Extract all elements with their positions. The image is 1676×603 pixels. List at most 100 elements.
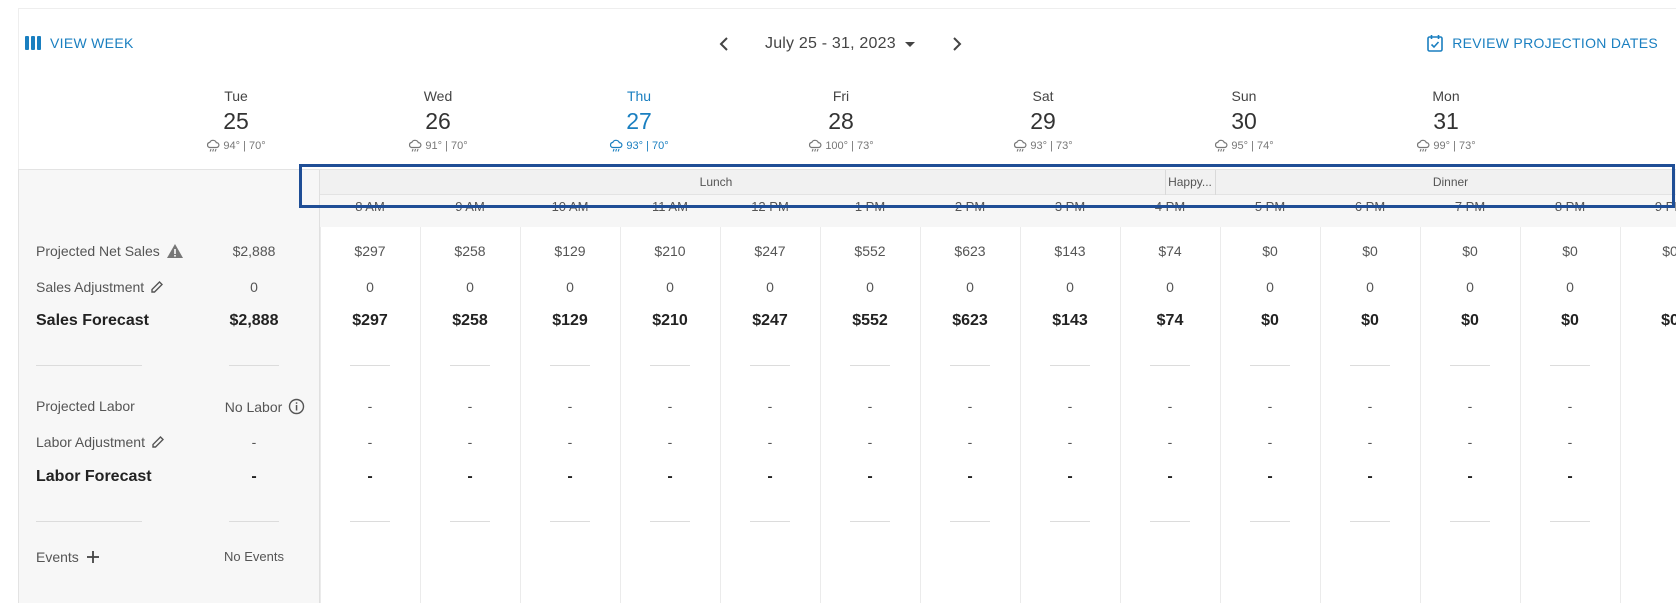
labor-forecast-cell: - — [667, 468, 673, 485]
projected-labor-cell: - — [1067, 398, 1073, 414]
labor-forecast-cell: - — [567, 468, 573, 485]
daypart-bar: Lunch Happy... Dinner — [320, 170, 1676, 195]
sales-adjustment-cell[interactable]: 0 — [1566, 279, 1574, 295]
labor-adjustment-cell[interactable]: - — [967, 434, 973, 450]
view-week-button[interactable]: VIEW WEEK — [25, 35, 134, 51]
columns-icon — [25, 36, 41, 50]
sales-adjustment-cell[interactable]: 0 — [1066, 279, 1074, 295]
sales-adjustment-cell[interactable]: 0 — [866, 279, 874, 295]
day-header-mon[interactable]: Mon 31 99° | 73° — [1386, 88, 1506, 152]
rain-cloud-icon — [1417, 139, 1430, 152]
projected-net-sales-cell: $297 — [354, 243, 386, 259]
sales-adjustment-cell[interactable]: 0 — [566, 279, 574, 295]
labor-adjustment-cell[interactable]: - — [767, 434, 773, 450]
sales-adjustment-cell[interactable]: 0 — [666, 279, 674, 295]
projection-grid — [18, 169, 1676, 603]
cell-divider — [1550, 365, 1590, 366]
edit-pencil-icon[interactable] — [151, 435, 165, 449]
labor-adjustment-cell[interactable]: - — [567, 434, 573, 450]
day-header-wed[interactable]: Wed 26 91° | 70° — [378, 88, 498, 152]
add-event-icon[interactable] — [85, 549, 101, 565]
labor-adjustment-cell[interactable]: - — [1067, 434, 1073, 450]
warning-icon[interactable] — [166, 243, 184, 259]
events-text: Events — [36, 549, 79, 565]
daypart-happy-hour[interactable]: Happy... — [1168, 175, 1212, 189]
day-header-tue[interactable]: Tue 25 94° | 70° — [176, 88, 296, 152]
sales-adjustment-cell[interactable]: 0 — [1366, 279, 1374, 295]
rain-cloud-icon — [207, 139, 220, 152]
day-number: 27 — [626, 108, 652, 134]
date-range-dropdown-icon[interactable] — [904, 41, 915, 47]
events-total: No Events — [224, 549, 284, 564]
day-name: Fri — [832, 88, 850, 104]
labor-adjustment-cell[interactable]: - — [667, 434, 673, 450]
calendar-check-icon — [1427, 35, 1444, 52]
previous-week-button[interactable] — [712, 32, 736, 56]
labor-adjustment-cell[interactable]: - — [1467, 434, 1473, 450]
cell-divider — [1250, 521, 1290, 522]
hour-label: 10 AM — [551, 199, 589, 214]
sales-adjustment-cell[interactable]: 0 — [1266, 279, 1274, 295]
labor-adjustment-total: - — [251, 434, 257, 450]
hour-label: 8 AM — [355, 199, 385, 214]
hour-header-row: 8 AM 9 AM 10 AM 11 AM 12 PM 1 PM 2 PM 3 PM 4 PM 5… — [320, 195, 1676, 227]
chevron-left-icon — [719, 37, 728, 51]
rain-cloud-icon — [1215, 139, 1228, 152]
sales-adjustment-cell[interactable]: 0 — [1166, 279, 1174, 295]
labor-adjustment-cell[interactable]: - — [867, 434, 873, 450]
next-week-button[interactable] — [945, 32, 969, 56]
sales-forecast-cell: $0 — [1561, 312, 1579, 329]
projected-labor-total-text: No Labor — [224, 398, 283, 415]
hour-column-line — [320, 200, 321, 603]
labor-forecast-cell: - — [1467, 468, 1473, 485]
cell-divider — [1250, 365, 1290, 366]
date-range[interactable]: July 25 - 31, 2023 — [765, 35, 896, 52]
review-projection-dates-button[interactable]: REVIEW PROJECTION DATES — [1427, 34, 1658, 52]
projected-net-sales-cell: $623 — [954, 243, 986, 259]
edit-pencil-icon[interactable] — [150, 280, 164, 294]
day-header-fri[interactable]: Fri 28 100° | 73° — [781, 88, 901, 152]
labor-adjustment-cell[interactable]: - — [1567, 434, 1573, 450]
projected-labor-cell: - — [1167, 398, 1173, 414]
labor-forecast-cell: - — [1167, 468, 1173, 485]
hour-label: 6 PM — [1354, 199, 1386, 214]
row-divider — [36, 365, 142, 366]
sales-forecast-cell: $143 — [1052, 312, 1088, 329]
day-name: Tue — [224, 88, 248, 104]
info-icon[interactable] — [288, 398, 305, 415]
view-week-label: VIEW WEEK — [50, 35, 134, 51]
hour-label: 11 AM — [652, 199, 688, 214]
sales-adjustment-cell[interactable]: 0 — [966, 279, 974, 295]
daypart-dinner[interactable]: Dinner — [1432, 175, 1469, 189]
cell-divider — [550, 521, 590, 522]
daypart-lunch[interactable]: Lunch — [699, 175, 733, 189]
day-header-thu[interactable]: Thu 27 93° | 70° — [579, 88, 699, 152]
day-header-sat[interactable]: Sat 29 93° | 73° — [983, 88, 1103, 152]
labor-adjustment-cell[interactable]: - — [1167, 434, 1173, 450]
weather-temps: 93° | 73° — [1030, 139, 1073, 152]
cell-divider — [1150, 521, 1190, 522]
sales-adjustment-cell[interactable]: 0 — [466, 279, 474, 295]
hour-column-line — [1320, 200, 1321, 603]
review-projection-dates-label: REVIEW PROJECTION DATES — [1452, 35, 1658, 51]
day-weather: 93° | 70° — [579, 139, 699, 152]
projected-net-sales-label: Projected Net Sales — [36, 243, 184, 259]
labor-adjustment-cell[interactable]: - — [1267, 434, 1273, 450]
labor-adjustment-cell[interactable]: - — [1367, 434, 1373, 450]
projected-net-sales-cell: $0 — [1462, 243, 1478, 259]
daypart-separator — [1165, 170, 1166, 195]
labor-adjustment-cell[interactable]: - — [467, 434, 473, 450]
weather-temps: 99° | 73° — [1433, 139, 1476, 152]
labor-forecast-cell: - — [767, 468, 773, 485]
labor-adjustment-cell[interactable]: - — [367, 434, 373, 450]
hour-column-line — [1520, 200, 1521, 603]
sales-adjustment-cell[interactable]: 0 — [1466, 279, 1474, 295]
labor-forecast-label: Labor Forecast — [36, 468, 152, 485]
sales-adjustment-cell[interactable]: 0 — [766, 279, 774, 295]
sales-adjustment-cell[interactable]: 0 — [366, 279, 374, 295]
cell-divider — [1350, 365, 1390, 366]
labor-forecast-cell: - — [967, 468, 973, 485]
day-header-sun[interactable]: Sun 30 95° | 74° — [1184, 88, 1304, 152]
day-weather: 100° | 73° — [781, 139, 901, 152]
